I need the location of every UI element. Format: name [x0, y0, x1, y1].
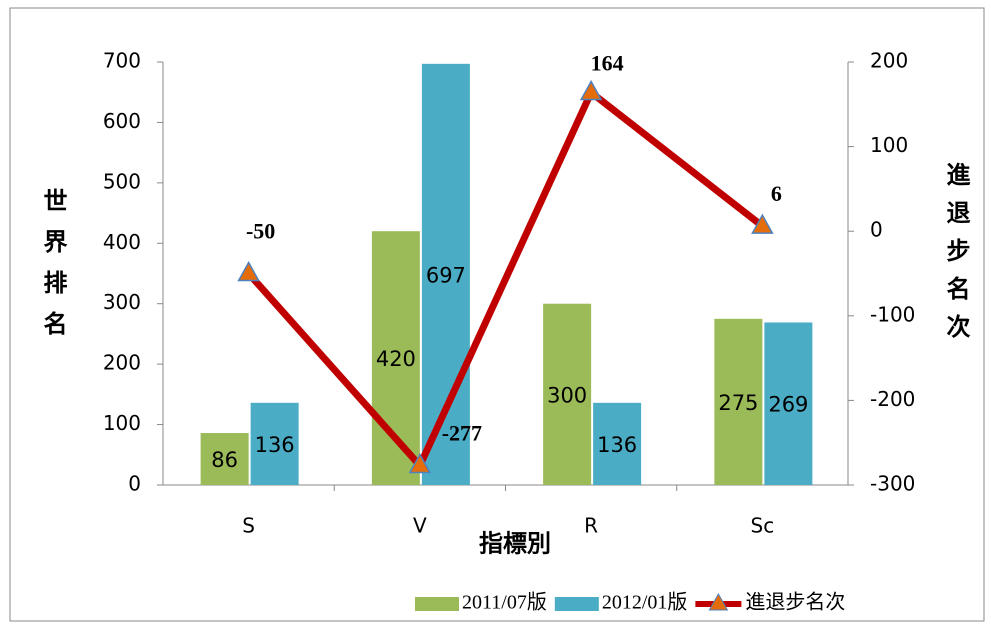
- y-tick-label: 100: [103, 411, 141, 435]
- y2-tick-label: -100: [870, 302, 915, 326]
- y2-tick-label: -300: [870, 472, 915, 496]
- legend-label: 2011/07版: [462, 591, 547, 614]
- y2-tick-label: 0: [870, 218, 883, 242]
- legend-swatch: [554, 597, 599, 611]
- y-tick-label: 200: [103, 351, 141, 375]
- chart-border: [9, 7, 985, 622]
- bar-value-label: 136: [255, 433, 295, 457]
- bar: [764, 322, 813, 485]
- y-tick-label: 600: [103, 109, 141, 133]
- line-marker: [237, 260, 260, 282]
- y-axis-title: 世界排名: [39, 188, 67, 352]
- bar-value-label: 697: [426, 263, 466, 287]
- bar: [250, 402, 299, 485]
- bar: [714, 318, 763, 485]
- y-tick-label: 700: [103, 49, 141, 73]
- bar-value-label: 269: [768, 393, 808, 417]
- line-marker: [751, 213, 774, 234]
- x-tick-label: S: [242, 514, 255, 538]
- line-series: [246, 88, 765, 470]
- bar-value-label: 136: [597, 433, 637, 457]
- legend-marker: [708, 592, 729, 611]
- line-marker: [408, 452, 432, 474]
- y2-tick-label: 200: [870, 49, 908, 73]
- y-tick-label: 300: [103, 290, 141, 314]
- line-value-label: -50: [246, 219, 275, 244]
- y2-axis-title: 進退步名次: [942, 162, 970, 352]
- line-value-label: -277: [442, 421, 482, 446]
- x-axis-title: 指標別: [479, 531, 551, 558]
- bar: [200, 433, 249, 485]
- bar-value-label: 420: [376, 347, 416, 371]
- y-tick-label: 400: [103, 230, 141, 254]
- legend-label: 2012/01版: [602, 591, 688, 614]
- y2-tick-label: -200: [870, 387, 915, 411]
- line-value-label: 164: [591, 51, 624, 76]
- y2-tick-label: 100: [870, 133, 908, 157]
- line-value-label: 6: [771, 181, 782, 206]
- bar-value-label: 275: [718, 391, 758, 415]
- y-tick-label: 500: [103, 169, 141, 193]
- x-tick-label: V: [413, 514, 427, 538]
- bar-value-label: 86: [211, 448, 238, 472]
- legend-label: 進退步名次: [745, 591, 845, 614]
- x-tick-label: Sc: [751, 514, 775, 538]
- legend-swatch: [415, 597, 459, 611]
- line-marker: [579, 79, 603, 101]
- bar: [543, 303, 592, 485]
- bar-value-label: 300: [547, 383, 587, 407]
- y-tick-label: 0: [128, 472, 141, 496]
- x-tick-label: R: [584, 514, 598, 538]
- bar: [593, 402, 642, 485]
